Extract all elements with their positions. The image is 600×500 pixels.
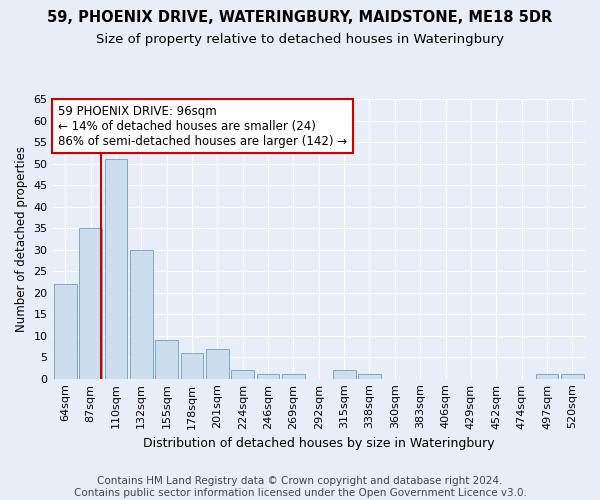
Bar bbox=[358, 374, 381, 378]
Bar bbox=[155, 340, 178, 378]
Bar bbox=[561, 374, 584, 378]
Bar bbox=[231, 370, 254, 378]
Bar bbox=[536, 374, 559, 378]
Bar bbox=[104, 159, 127, 378]
Bar bbox=[79, 228, 102, 378]
X-axis label: Distribution of detached houses by size in Wateringbury: Distribution of detached houses by size … bbox=[143, 437, 494, 450]
Bar bbox=[181, 353, 203, 378]
Text: Contains HM Land Registry data © Crown copyright and database right 2024.
Contai: Contains HM Land Registry data © Crown c… bbox=[74, 476, 526, 498]
Bar bbox=[282, 374, 305, 378]
Text: 59 PHOENIX DRIVE: 96sqm
← 14% of detached houses are smaller (24)
86% of semi-de: 59 PHOENIX DRIVE: 96sqm ← 14% of detache… bbox=[58, 104, 347, 148]
Bar bbox=[206, 348, 229, 378]
Y-axis label: Number of detached properties: Number of detached properties bbox=[15, 146, 28, 332]
Bar bbox=[130, 250, 152, 378]
Text: Size of property relative to detached houses in Wateringbury: Size of property relative to detached ho… bbox=[96, 32, 504, 46]
Bar bbox=[54, 284, 77, 378]
Text: 59, PHOENIX DRIVE, WATERINGBURY, MAIDSTONE, ME18 5DR: 59, PHOENIX DRIVE, WATERINGBURY, MAIDSTO… bbox=[47, 10, 553, 25]
Bar bbox=[333, 370, 356, 378]
Bar bbox=[257, 374, 280, 378]
